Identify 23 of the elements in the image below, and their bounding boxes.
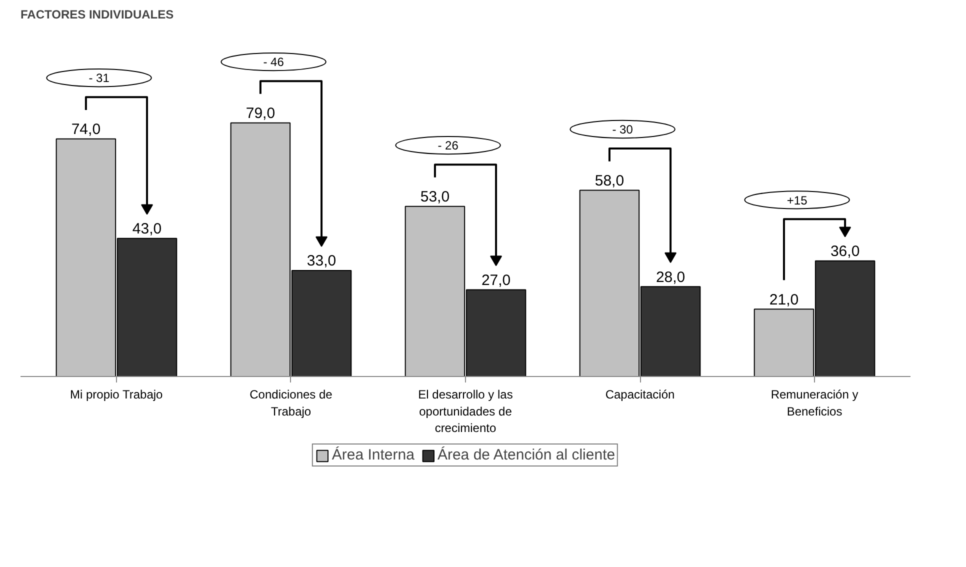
data-label: 43,0 [132, 220, 162, 238]
x-tick-label: El desarrollo y las oportunidades de crecimiento [418, 388, 513, 436]
legend-label: Área de Atención al cliente [437, 446, 616, 464]
x-tick-label: Remuneración y Beneficios [770, 388, 858, 418]
data-label: 33,0 [306, 252, 336, 270]
text: - 31 [88, 70, 110, 85]
data-label: 79,0 [246, 105, 276, 122]
chart-title: FACTORES INDIVIDUALES [20, 8, 174, 22]
data-label: 28,0 [656, 268, 686, 286]
data-label: 58,0 [594, 172, 624, 190]
legend-label: Área Interna [332, 446, 414, 464]
text: - 46 [263, 54, 284, 69]
data-label: 21,0 [769, 291, 799, 308]
data-label: 53,0 [420, 188, 450, 206]
data-label: 36,0 [830, 243, 860, 260]
data-label: 74,0 [71, 121, 101, 138]
x-tick-label: Mi propio Trabajo [70, 388, 164, 402]
x-tick-label: Condiciones de Trabajo [250, 388, 333, 418]
annotation: +15 [786, 193, 808, 208]
annotation: - 30 [612, 122, 634, 136]
x-tick-label: Capacitación [605, 388, 675, 402]
data-label: 27,0 [481, 272, 511, 289]
annotation: - 26 [438, 138, 459, 152]
